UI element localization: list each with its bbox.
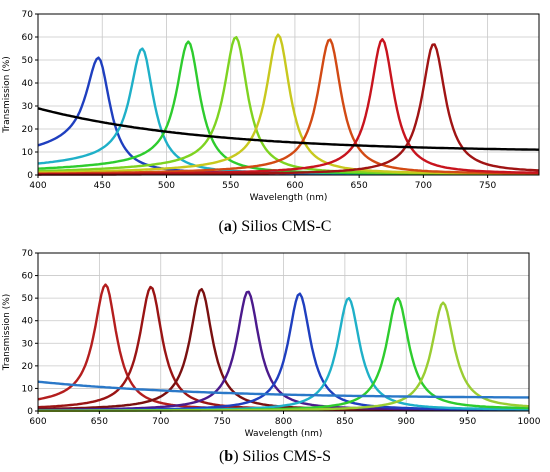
y-tick-label: 0	[27, 171, 33, 181]
caption-a-letter: a	[223, 218, 232, 235]
y-tick-label: 40	[22, 317, 34, 327]
series-line-8	[37, 107, 539, 151]
x-axis-label: Wavelength (nm)	[250, 193, 328, 203]
y-tick-label: 70	[22, 249, 34, 259]
series-line-2	[37, 40, 539, 175]
y-tick-label: 30	[22, 339, 34, 349]
x-tick-label: 950	[459, 417, 476, 427]
y-tick-label: 70	[22, 10, 34, 20]
x-tick-label: 750	[479, 181, 496, 191]
y-tick-label: 40	[22, 79, 34, 89]
y-tick-label: 60	[22, 272, 34, 282]
x-tick-label: 700	[415, 181, 432, 191]
x-tick-label: 650	[351, 181, 368, 191]
y-axis-label: Transmission (%)	[2, 294, 12, 372]
y-tick-label: 30	[22, 102, 34, 112]
caption-a: (a) Silios CMS-C	[218, 218, 332, 235]
x-tick-label: 450	[94, 181, 111, 191]
x-tick-label: 900	[398, 417, 415, 427]
x-axis-label: Wavelength (nm)	[245, 429, 323, 439]
y-tick-label: 50	[22, 56, 34, 66]
series-line-3	[38, 36, 540, 175]
caption-b-text: Silios CMS-S	[242, 448, 332, 465]
y-axis-label: Transmission (%)	[2, 56, 12, 134]
chart-0: 400 450 500 550 600 650 700 750 0 10 20 30 40 50 60 70 W…	[2, 10, 540, 203]
chart-1: 600 650 700 750 800 850 900 950 1000 0 10 20 30 40 50 6…	[2, 249, 541, 439]
x-tick-label: 1000	[518, 417, 541, 427]
x-tick-label: 850	[336, 417, 353, 427]
y-tick-label: 10	[22, 148, 34, 158]
y-tick-label: 0	[27, 407, 33, 417]
y-tick-label: 60	[22, 33, 34, 43]
series-line-8	[37, 380, 530, 399]
x-tick-label: 700	[152, 417, 169, 427]
x-tick-label: 750	[214, 417, 231, 427]
y-tick-label: 50	[22, 294, 34, 304]
caption-b: (b) Silios CMS-S	[218, 448, 332, 465]
x-tick-label: 800	[275, 417, 292, 427]
y-tick-label: 20	[22, 125, 34, 135]
x-tick-label: 650	[91, 417, 108, 427]
x-tick-label: 500	[158, 181, 175, 191]
x-tick-label: 550	[222, 181, 239, 191]
caption-b-letter: b	[224, 448, 234, 465]
series-line-4	[38, 33, 539, 175]
x-tick-label: 600	[29, 417, 46, 427]
plot-frame	[37, 13, 540, 176]
series-line-7	[38, 43, 540, 176]
caption-a-text: Silios CMS-C	[241, 218, 332, 235]
y-tick-label: 20	[22, 362, 34, 372]
y-tick-label: 10	[22, 384, 34, 394]
series-line-6	[38, 38, 540, 176]
x-tick-label: 400	[29, 181, 46, 191]
x-tick-label: 600	[286, 181, 303, 191]
